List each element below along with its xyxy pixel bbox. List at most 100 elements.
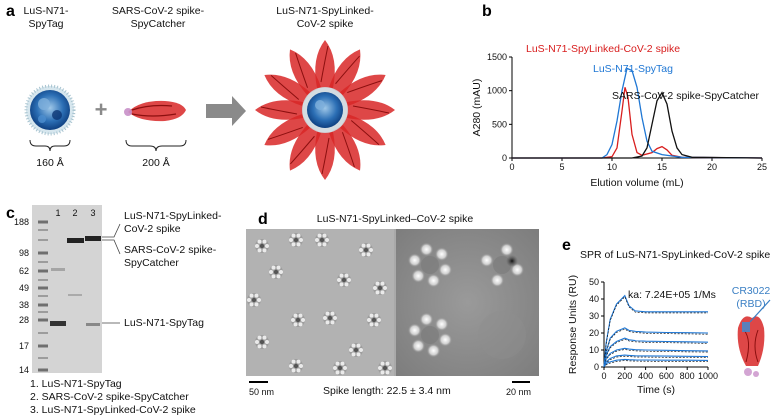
dimension-160: 160 Å [36, 156, 63, 169]
spike-petal [264, 114, 310, 146]
ladder-band-minor [38, 261, 48, 263]
series-line-2 [603, 327, 709, 368]
particle-lobe [296, 233, 301, 238]
series-line-3 [603, 337, 709, 368]
legend-black: SARS-CoV-2 spike-SpyCatcher [612, 90, 760, 102]
petal-detail [335, 55, 360, 85]
legend-red: LuS-N71-SpyLinked-CoV-2 spike [526, 43, 680, 55]
leader-spycatcher [102, 239, 121, 255]
petal-detail [295, 52, 309, 88]
fit-line-1 [603, 296, 708, 369]
particle-lobe [369, 248, 373, 252]
reaction-arrow [206, 96, 246, 126]
particle [269, 265, 283, 279]
particle-lobe [289, 238, 293, 242]
particle-lobe [291, 359, 296, 364]
band-label-conjugate-line2: CoV-2 spike [124, 223, 181, 235]
particle-lobe [291, 318, 295, 322]
x-tick-label: 600 [659, 371, 674, 381]
particle [247, 293, 261, 307]
ladder-band-minor [38, 279, 48, 281]
marker-label: 28 [19, 315, 29, 325]
ladder-band [38, 368, 48, 372]
spike-petal [329, 125, 361, 171]
petal-body [315, 132, 335, 180]
particle-lobe [351, 352, 356, 357]
particle-lobe [333, 366, 337, 370]
particle-lobe [254, 293, 259, 298]
particle-lobe [380, 361, 385, 366]
plus-sign: + [95, 97, 108, 122]
spr-title: SPR of LuS-N71-SpyLinked-CoV-2 spike [580, 249, 770, 261]
particle-lobe [271, 274, 276, 279]
marker-label: 38 [19, 300, 29, 310]
lane-label-2: 2 [72, 208, 77, 218]
em-title: LuS-N71-SpyLinked–CoV-2 spike [317, 213, 474, 225]
class-average-particles [407, 242, 526, 359]
ladder-band [38, 220, 48, 224]
particle-lobe [255, 244, 259, 248]
particle-lobe [343, 366, 347, 370]
marker-label: 49 [19, 283, 29, 293]
particle-lobe [339, 273, 344, 278]
class-average-lobe [426, 273, 441, 288]
spike-petal [340, 74, 386, 106]
conjugate-illustration [255, 40, 395, 180]
y-tick-label: 500 [492, 119, 507, 129]
spike-illustration [124, 100, 186, 122]
label-lus-n71-spytag-line2: SpyTag [28, 18, 63, 30]
x-tick-label: 15 [657, 162, 667, 172]
label-spike-spycatcher-line2: SpyCatcher [131, 18, 186, 30]
x-tick-label: 200 [617, 371, 632, 381]
particle-lobe [322, 233, 327, 238]
petal-detail [350, 120, 380, 145]
particle-lobe [359, 348, 363, 352]
fit-line-5 [603, 355, 709, 369]
spike-petal [315, 40, 335, 88]
particle [359, 243, 373, 257]
particle-lobe [388, 366, 392, 370]
x-tick-label: 0 [509, 162, 514, 172]
ladder-band [38, 269, 48, 273]
particle-core [337, 365, 343, 371]
particle-lobe [330, 320, 335, 325]
class-average-lobe [419, 312, 434, 327]
fit-line-3 [603, 338, 709, 369]
particle-lobe [254, 302, 259, 307]
particle-lobe [262, 344, 267, 349]
particle-core [295, 317, 301, 323]
particle-lobe [293, 322, 298, 327]
particle-lobe [298, 322, 303, 327]
antibody-label-line2: (RBD) [736, 298, 765, 310]
particle-lobe [271, 265, 276, 270]
petal-body [340, 74, 386, 106]
band-label-spycatcher-line1: SARS-CoV-2 spike- [124, 244, 217, 256]
particle-lobe [301, 318, 305, 322]
particle-lobe [291, 242, 296, 247]
band-label-conjugate-line1: LuS-N71-SpyLinked- [124, 210, 222, 222]
particle-lobe [380, 281, 385, 286]
particle [333, 361, 347, 375]
band-label-spytag: LuS-N71-SpyTag [124, 317, 204, 329]
petal-body [329, 125, 361, 171]
particle-lobe [385, 361, 390, 366]
ladder-band-minor [38, 332, 48, 334]
particle-lobe [298, 313, 303, 318]
particle-lobe [276, 274, 281, 279]
petal-body [264, 114, 310, 146]
fit-line-2 [603, 328, 709, 369]
scale-label-50nm: 50 nm [249, 387, 274, 397]
series-line-2 [512, 67, 763, 159]
x-tick-label: 1000 [698, 371, 718, 381]
y-axis-label: A280 (mAU) [471, 79, 483, 137]
dimension-200: 200 Å [142, 156, 169, 169]
particle [289, 233, 303, 247]
ladder-band [38, 318, 48, 322]
x-tick-label: 800 [680, 371, 695, 381]
spike-petal [340, 114, 386, 146]
petal-detail [321, 137, 330, 175]
particle [378, 361, 392, 375]
band-label-spycatcher-line2: SpyCatcher [124, 257, 179, 269]
petal-body [289, 49, 321, 95]
ladder-band-minor [38, 229, 48, 231]
